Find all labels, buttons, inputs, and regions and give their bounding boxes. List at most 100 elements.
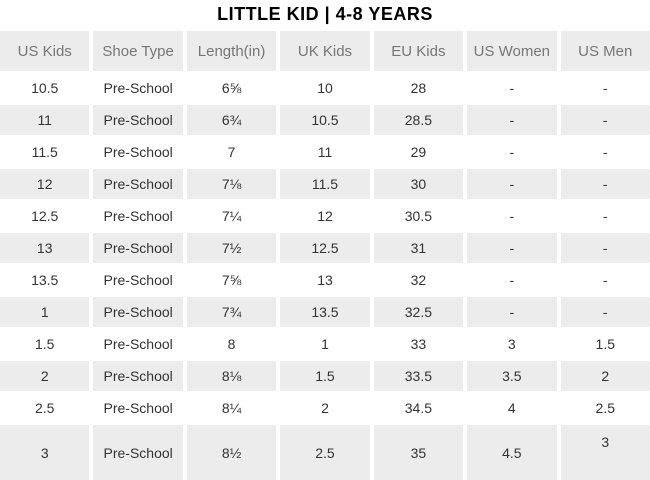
table-cell: - bbox=[467, 73, 557, 103]
table-cell: 34.5 bbox=[373, 393, 464, 423]
table-cell: 2.5 bbox=[560, 393, 650, 423]
table-cell: 7⅛ bbox=[186, 169, 277, 199]
table-cell: Pre-School bbox=[93, 361, 183, 391]
table-cell: - bbox=[560, 105, 650, 135]
table-cell: - bbox=[467, 265, 557, 295]
table-cell: Pre-School bbox=[93, 137, 183, 167]
table-cell: Pre-School bbox=[93, 105, 183, 135]
table-cell: Pre-School bbox=[93, 393, 183, 423]
column-header: US Men bbox=[560, 31, 650, 71]
table-cell: 11.5 bbox=[0, 137, 90, 167]
table-cell: 29 bbox=[373, 137, 464, 167]
table-cell: 12.5 bbox=[280, 233, 370, 263]
column-header: EU Kids bbox=[373, 31, 464, 71]
table-cell: - bbox=[467, 137, 557, 167]
table-cell: 8½ bbox=[186, 425, 277, 480]
table-row: 3 Pre-School 8½ 2.5 35 4.5 3 bbox=[0, 425, 650, 480]
table-row: 11 Pre-School 6¾ 10.5 28.5- - bbox=[0, 105, 650, 135]
table-cell: 30 bbox=[373, 169, 464, 199]
table-cell: 3.5 bbox=[467, 361, 557, 391]
table-cell: - bbox=[467, 233, 557, 263]
table-cell: 7¼ bbox=[186, 201, 277, 231]
table-cell: 13 bbox=[280, 265, 370, 295]
table-cell: 13 bbox=[0, 233, 90, 263]
table-cell: 2 bbox=[560, 361, 650, 391]
column-header: Shoe Type bbox=[93, 31, 183, 71]
table-row: 11.5 Pre-School 7 11 29- - bbox=[0, 137, 650, 167]
table-cell: 1.5 bbox=[280, 361, 370, 391]
table-cell: - bbox=[560, 201, 650, 231]
table-row: 13 Pre-School 7½ 12.5 31- - bbox=[0, 233, 650, 263]
size-table-head: US Kids Shoe Type Length(in) UK Kids EU Kids… bbox=[0, 31, 650, 71]
table-cell: 2.5 bbox=[280, 425, 370, 480]
table-cell: 35 bbox=[373, 425, 464, 480]
size-table-body: 10.5 Pre-School 6⅝ 10 28- -11 Pre-School 6¾ 10.5… bbox=[0, 73, 650, 480]
table-cell: 2 bbox=[0, 361, 90, 391]
table-cell: - bbox=[560, 265, 650, 295]
table-cell: 8¼ bbox=[186, 393, 277, 423]
table-cell: - bbox=[560, 169, 650, 199]
table-row: 10.5 Pre-School 6⅝ 10 28- - bbox=[0, 73, 650, 103]
table-cell: Pre-School bbox=[93, 265, 183, 295]
table-cell: 33.5 bbox=[373, 361, 464, 391]
table-cell: 32.5 bbox=[373, 297, 464, 327]
table-cell: 3 bbox=[0, 425, 90, 480]
table-cell: 7½ bbox=[186, 233, 277, 263]
table-cell: 8⅛ bbox=[186, 361, 277, 391]
table-cell: 13.5 bbox=[0, 265, 90, 295]
table-cell: 1 bbox=[280, 329, 370, 359]
column-header: US Kids bbox=[0, 31, 90, 71]
table-cell: 1 bbox=[0, 297, 90, 327]
column-header: UK Kids bbox=[280, 31, 370, 71]
size-chart-table: US Kids Shoe Type Length(in) UK Kids EU Kids… bbox=[0, 29, 650, 480]
table-cell: - bbox=[467, 105, 557, 135]
table-cell: 12 bbox=[280, 201, 370, 231]
table-cell: 2.5 bbox=[0, 393, 90, 423]
table-cell: 11 bbox=[0, 105, 90, 135]
table-cell: 10.5 bbox=[280, 105, 370, 135]
table-cell: 3 bbox=[467, 329, 557, 359]
page-title: LITTLE KID | 4-8 YEARS bbox=[217, 4, 433, 24]
table-cell: 28 bbox=[373, 73, 464, 103]
column-header: Length(in) bbox=[186, 31, 277, 71]
table-cell: - bbox=[467, 169, 557, 199]
table-cell: 13.5 bbox=[280, 297, 370, 327]
table-cell: 1.5 bbox=[0, 329, 90, 359]
table-cell: 7¾ bbox=[186, 297, 277, 327]
table-cell: Pre-School bbox=[93, 297, 183, 327]
table-cell: 2 bbox=[280, 393, 370, 423]
table-cell: 6¾ bbox=[186, 105, 277, 135]
table-cell: Pre-School bbox=[93, 233, 183, 263]
table-cell: 1.5 bbox=[560, 329, 650, 359]
table-cell: Pre-School bbox=[93, 425, 183, 480]
table-cell: 4.5 bbox=[467, 425, 557, 480]
table-cell: - bbox=[467, 297, 557, 327]
table-cell: 12.5 bbox=[0, 201, 90, 231]
table-cell: 3 bbox=[560, 425, 650, 480]
table-cell: 33 bbox=[373, 329, 464, 359]
table-cell: Pre-School bbox=[93, 329, 183, 359]
table-cell: 6⅝ bbox=[186, 73, 277, 103]
table-cell: 4 bbox=[467, 393, 557, 423]
table-row: 1.5 Pre-School 8 1 33 3 1.5 bbox=[0, 329, 650, 359]
table-cell: 32 bbox=[373, 265, 464, 295]
column-header: US Women bbox=[467, 31, 557, 71]
table-row: 12.5 Pre-School 7¼ 12 30.5- - bbox=[0, 201, 650, 231]
table-cell: Pre-School bbox=[93, 73, 183, 103]
table-row: 13.5 Pre-School 7⅝ 13 32- - bbox=[0, 265, 650, 295]
table-cell: 11.5 bbox=[280, 169, 370, 199]
table-cell: 10.5 bbox=[0, 73, 90, 103]
table-cell: 31 bbox=[373, 233, 464, 263]
table-cell: - bbox=[560, 297, 650, 327]
table-cell: 8 bbox=[186, 329, 277, 359]
table-cell: - bbox=[467, 201, 557, 231]
table-cell: 12 bbox=[0, 169, 90, 199]
table-cell: - bbox=[560, 73, 650, 103]
header-row: US Kids Shoe Type Length(in) UK Kids EU Kids… bbox=[0, 31, 650, 71]
table-cell: Pre-School bbox=[93, 201, 183, 231]
table-row: 1 Pre-School 7¾ 13.5 32.5- - bbox=[0, 297, 650, 327]
table-cell: 28.5 bbox=[373, 105, 464, 135]
table-cell: 7 bbox=[186, 137, 277, 167]
table-cell: Pre-School bbox=[93, 169, 183, 199]
